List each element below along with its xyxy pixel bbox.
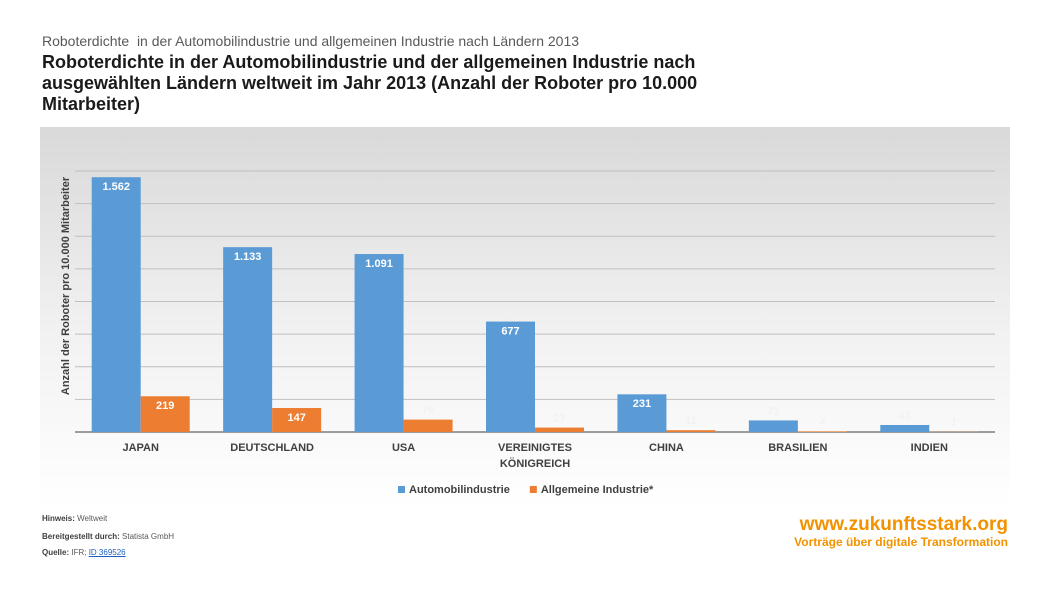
x-tick-label: DEUTSCHLAND [230,442,314,454]
value-label: 1.562 [102,181,130,193]
x-tick-label: INDIEN [910,442,948,454]
bar [140,396,190,432]
source-label: Quelle: [42,548,70,557]
source-link[interactable]: ID 369526 [88,548,126,557]
bar [354,254,404,432]
x-tick-label: VEREINIGTES KÖNIGREICH [498,442,572,470]
value-label: 11 [685,415,697,427]
value-label: 76 [422,405,434,417]
bar [617,394,667,432]
x-tick-label: JAPAN [122,442,159,454]
value-label: 43 [899,410,911,422]
note-label: Hinweis: [42,514,75,523]
x-tick-label: CHINA [649,442,684,454]
bar [223,247,273,432]
bar [486,321,535,432]
header: Roboterdichte in der Automobilindustrie … [42,33,580,49]
value-label: 1 [951,417,957,429]
y-axis-label: Anzahl der Roboter pro 10.000 Mitarbeite… [60,176,72,395]
source: IFR; [71,548,87,557]
x-tick-label: BRASILIEN [768,442,828,454]
value-label: 231 [633,398,651,410]
footer-provided: Bereitgestellt durch: Statista GmbH [42,532,174,541]
bar [880,424,930,432]
legend-swatch [529,486,537,493]
brand-tagline: Vorträge über digitale Transformation [794,535,1008,549]
value-label: 1.133 [234,251,262,263]
value-label: 1.091 [365,258,393,270]
footer-note: Hinweis: Weltweit [42,514,107,523]
plot-background [40,127,1010,508]
note: Weltweit [77,514,108,523]
provided-label: Bereitgestellt durch: [42,532,120,541]
value-label: 71 [767,405,779,417]
chart-title: Roboterdichte in der Automobilindustrie … [42,52,698,114]
provided: Statista GmbH [122,532,175,541]
bar [748,420,798,432]
bar [272,408,322,432]
bar [797,431,847,432]
bar [91,177,141,432]
bar [535,427,584,432]
legend-label: Allgemeine Industrie* [541,484,654,496]
bar [666,430,716,432]
brand-url: www.zukunftsstark.org [799,514,1008,535]
value-label: 147 [287,412,305,424]
footer-source: Quelle: IFR; ID 369526 [42,548,126,557]
value-label: 677 [501,325,519,337]
bar [403,419,453,432]
x-tick-label: USA [391,442,416,454]
value-label: 27 [553,413,565,425]
value-label: 4 [819,416,826,428]
legend-swatch [398,486,405,493]
value-label: 219 [156,400,174,412]
legend-label: Automobilindustrie [409,484,510,496]
